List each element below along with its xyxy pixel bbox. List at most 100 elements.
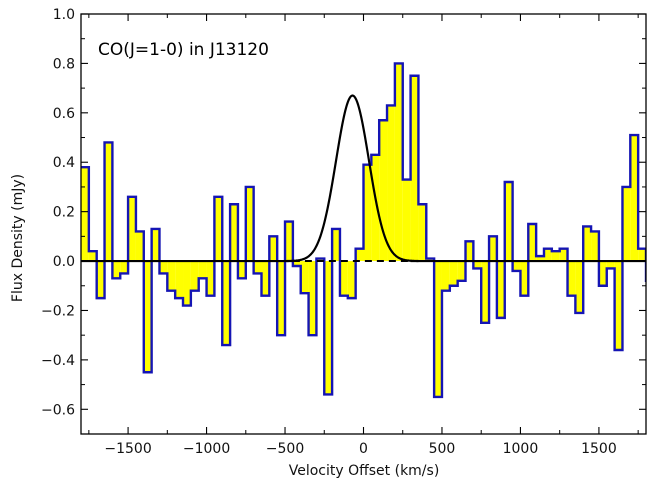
flux-bar: [528, 224, 537, 262]
flux-bar: [371, 154, 380, 262]
flux-bar: [128, 196, 136, 262]
flux-bar: [583, 226, 592, 262]
flux-bar: [512, 261, 521, 271]
flux-bar: [543, 248, 552, 262]
flux-bar: [175, 261, 184, 299]
flux-bar: [504, 182, 513, 262]
flux-bar: [214, 196, 223, 262]
flux-bar: [536, 256, 544, 262]
fit-layer: [81, 94, 646, 263]
flux-bar: [591, 231, 599, 262]
flux-step-layer: [81, 62, 646, 399]
y-tick-label: 0.8: [53, 56, 75, 72]
flux-bar: [646, 261, 654, 281]
flux-bar: [104, 142, 113, 262]
flux-bar: [308, 261, 317, 336]
flux-bar: [465, 241, 474, 262]
flux-bar: [394, 63, 403, 262]
y-tick-label: 0.6: [53, 106, 75, 122]
flux-bar: [638, 248, 646, 262]
y-tick-label: 0.0: [53, 254, 75, 270]
flux-bar: [285, 221, 293, 262]
flux-bar: [410, 75, 419, 262]
flux-bar: [551, 251, 560, 262]
x-tick-label: 0: [359, 441, 368, 457]
flux-bar: [606, 261, 615, 269]
flux-bar: [120, 261, 129, 274]
flux-bar: [198, 261, 207, 279]
ticks-layer: −1500 −1000 −500 0 500 1000 1500 −0.6 −0.4 −0.2 0.…: [41, 7, 646, 457]
flux-bar: [489, 236, 497, 262]
chart-annotation: CO(J=1-0) in J13120: [98, 40, 269, 60]
flux-bar: [300, 261, 309, 294]
flux-bar: [316, 258, 325, 262]
flux-bar: [347, 261, 356, 299]
flux-bar: [434, 261, 442, 397]
flux-bar: [151, 228, 160, 262]
x-axis-label: Velocity Offset (km/s): [289, 463, 440, 479]
gaussian-fit-curve: [286, 94, 419, 263]
flux-bar: [81, 167, 89, 262]
flux-bar: [159, 261, 168, 274]
flux-bar: [473, 261, 482, 269]
flux-bar: [206, 261, 215, 296]
flux-bar: [654, 177, 658, 261]
flux-bar: [387, 105, 395, 262]
flux-fill-layer: [81, 63, 658, 397]
flux-bar: [418, 204, 427, 262]
flux-bar: [237, 261, 246, 279]
flux-bar: [426, 258, 435, 262]
y-tick-label: 0.2: [53, 205, 75, 221]
flux-bar: [520, 261, 529, 296]
flux-bar: [567, 261, 576, 296]
x-tick-label: −1000: [183, 441, 230, 457]
flux-bar: [379, 120, 388, 262]
flux-bar: [253, 261, 262, 274]
flux-bar: [245, 186, 254, 262]
flux-bar: [363, 164, 372, 262]
x-tick-label: 500: [429, 441, 456, 457]
flux-bar: [496, 261, 505, 318]
flux-bar: [261, 261, 270, 296]
x-tick-label: −500: [266, 441, 304, 457]
flux-step-line: [81, 62, 646, 399]
flux-bar: [614, 261, 623, 350]
flux-bar: [481, 261, 490, 323]
flux-bar: [457, 261, 466, 281]
flux-bar: [277, 261, 286, 336]
y-axis-label: Flux Density (mJy): [10, 174, 26, 302]
flux-bar: [630, 135, 639, 262]
flux-bar: [269, 236, 278, 262]
flux-bar: [143, 261, 152, 373]
flux-bar: [598, 261, 607, 286]
flux-bar: [88, 251, 97, 262]
flux-bar: [332, 228, 340, 262]
x-tick-label: 1500: [581, 441, 617, 457]
y-tick-label: −0.6: [41, 402, 75, 418]
flux-bar: [339, 261, 348, 296]
flux-bar: [96, 261, 105, 299]
flux-bar: [441, 261, 450, 291]
flux-bar: [222, 261, 231, 346]
y-tick-label: 1.0: [53, 7, 75, 23]
flux-bar: [355, 248, 364, 262]
y-tick-label: −0.2: [41, 303, 75, 319]
y-tick-label: 0.4: [53, 155, 75, 171]
flux-bar: [190, 261, 199, 291]
flux-bar: [167, 261, 176, 291]
x-tick-label: −1500: [104, 441, 151, 457]
flux-bar: [559, 248, 568, 262]
flux-bar: [183, 261, 191, 306]
y-tick-label: −0.4: [41, 353, 75, 369]
flux-bar: [575, 261, 584, 313]
flux-bar: [292, 261, 301, 266]
flux-bar: [622, 186, 631, 262]
flux-bar: [402, 179, 411, 262]
flux-bar: [324, 261, 333, 395]
x-tick-label: 1000: [503, 441, 539, 457]
flux-bar: [449, 261, 458, 286]
flux-bar: [112, 261, 121, 279]
flux-bar: [230, 204, 238, 262]
flux-bar: [135, 231, 144, 262]
